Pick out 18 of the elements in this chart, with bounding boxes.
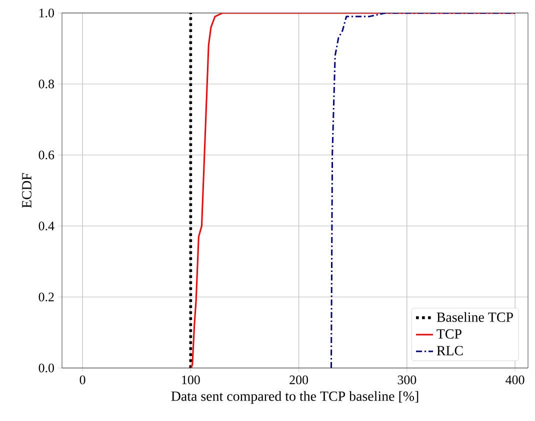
x-tick-label: 300 [398,376,416,384]
x-tick-label: 100 [182,376,200,384]
y-tick-label: 0.6 [38,150,54,160]
x-axis-title: Data sent compared to the TCP baseline [%] [171,391,418,404]
legend-label: TCP [436,329,462,339]
x-tick-label: 400 [506,376,524,384]
y-tick-label: 0.2 [38,292,54,302]
y-tick-label: 0.4 [38,222,54,230]
y-tick-label: 0.8 [38,80,54,88]
x-tick-label: 200 [290,376,308,384]
legend-label: Baseline TCP [436,312,513,322]
x-tick-label: 0 [80,376,86,384]
legend-label: RLC [436,346,463,356]
y-axis-title: ECDF [22,173,32,208]
y-tick-label: 0.0 [38,364,54,372]
line-series [330,12,516,368]
y-tick-label: 1.0 [39,8,54,18]
line-series [190,12,516,368]
